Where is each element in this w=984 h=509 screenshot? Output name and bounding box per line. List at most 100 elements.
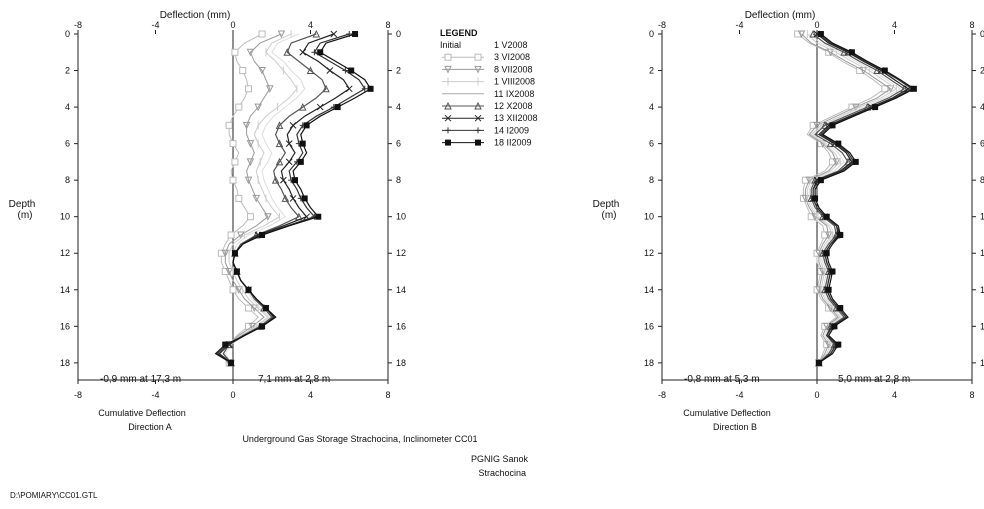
series-point [303, 122, 310, 129]
footer: Underground Gas Storage Strachocina, Inc… [10, 434, 528, 500]
x-tick-label-top: 0 [230, 20, 235, 30]
y-tick-label-left: 0 [65, 29, 70, 39]
legend-label: 11 IX2008 [494, 89, 534, 99]
series-point [872, 104, 879, 111]
legend-marker-left [445, 139, 451, 146]
y-tick-label-right: 10 [980, 212, 984, 222]
y-tick-label-right: 0 [396, 29, 401, 39]
series-point [848, 49, 855, 56]
series-point [832, 158, 841, 167]
x-tick-label-bottom: -4 [151, 390, 159, 400]
series-point [275, 157, 284, 166]
series-point [900, 84, 908, 93]
x-tick-label-bottom: 0 [230, 390, 235, 400]
series-point [873, 66, 881, 75]
chart-b-bottom-label-2: Direction B [713, 422, 757, 432]
legend-label: 18 II2009 [494, 138, 532, 148]
legend-label: 12 X2008 [494, 101, 533, 111]
series-point [809, 29, 817, 38]
series-point [881, 85, 889, 93]
series-point [829, 158, 836, 166]
series-point [248, 322, 257, 331]
series-point [809, 121, 817, 129]
x-tick-label-bottom: 8 [385, 390, 390, 400]
y-tick-label-left: 2 [65, 66, 70, 76]
series-point [235, 194, 243, 202]
legend-marker-left [444, 114, 452, 122]
series-line [801, 33, 892, 364]
y-tick-label-left: 14 [60, 285, 70, 295]
y-tick-label-left: 16 [60, 321, 70, 331]
y-tick-label-right: 14 [396, 285, 406, 295]
series-point [823, 213, 830, 220]
y-tick-label-right: 12 [396, 248, 406, 258]
series-point [348, 67, 355, 74]
x-tick-label-bottom: -4 [735, 390, 743, 400]
legend-marker-left [445, 127, 451, 134]
y-tick-label-left: 12 [60, 248, 70, 258]
x-tick-label-top: -4 [735, 20, 743, 30]
y-tick-label-right: 18 [980, 358, 984, 368]
series-point [264, 213, 272, 221]
y-tick-label-left: 2 [649, 66, 654, 76]
series-point [826, 139, 835, 148]
series-point [299, 48, 307, 56]
y-tick-label-left: 14 [644, 285, 654, 295]
legend-marker-right [475, 139, 481, 146]
series-point [322, 84, 330, 93]
series-point [283, 48, 292, 56]
series-point [258, 30, 266, 38]
legend-label: 13 XII2008 [494, 113, 538, 123]
series-point [221, 268, 229, 276]
y-tick-label-left: 16 [644, 321, 654, 331]
y-tick-label-right: 18 [396, 358, 406, 368]
series-point [244, 176, 253, 185]
legend-label: 1 VIII2008 [494, 77, 535, 87]
series-point [311, 49, 318, 56]
series-point [229, 140, 237, 148]
footer-company: PGNIG Sanok [471, 454, 529, 464]
series-point [280, 176, 287, 184]
series-point [881, 67, 888, 74]
chart-direction-b: Deflection (mm) Depth (m) Cumulative Def… [593, 10, 984, 432]
footer-title: Underground Gas Storage Strachocina, Inc… [242, 434, 477, 444]
footer-file-path: D:\POMIARY\CC01.GTL [10, 491, 98, 500]
legend-label: 14 I2009 [494, 125, 529, 135]
chart-b-ylabel-unit: (m) [602, 210, 617, 221]
series-point [236, 231, 245, 240]
x-tick-label-top: 4 [308, 20, 313, 30]
legend-marker-right [474, 53, 482, 61]
series-point [245, 85, 252, 93]
series-point [258, 67, 266, 75]
chart-a-ylabel-unit: (m) [18, 210, 33, 221]
series-point [231, 158, 239, 166]
legend-marker-left [444, 101, 452, 110]
series-point [299, 140, 306, 147]
y-tick-label-right: 8 [980, 175, 984, 185]
legend-marker-left [444, 53, 452, 61]
x-tick-label-top: 4 [892, 20, 897, 30]
series-point [246, 140, 255, 148]
series-point [334, 104, 341, 111]
x-tick-label-bottom: 0 [814, 390, 819, 400]
series-point [316, 103, 324, 111]
series-point [233, 268, 240, 275]
series-point [246, 158, 255, 167]
series-point [367, 85, 374, 92]
legend-marker-left [444, 65, 452, 74]
series-point [823, 250, 830, 257]
series-point [824, 231, 833, 240]
series-point [797, 30, 806, 39]
chart-a-top-axis-title: Deflection (mm) [160, 10, 231, 21]
series-point [342, 67, 349, 74]
legend-title: LEGEND [440, 28, 478, 38]
y-tick-label-left: 0 [649, 29, 654, 39]
chart-a-ylabel-depth: Depth [9, 199, 36, 210]
series-point [285, 140, 293, 147]
y-tick-label-left: 10 [60, 212, 70, 222]
legend-marker-right [474, 101, 482, 110]
series-point [289, 121, 297, 129]
series-point [829, 122, 836, 129]
series-point [831, 323, 838, 330]
y-tick-label-right: 14 [980, 285, 984, 295]
